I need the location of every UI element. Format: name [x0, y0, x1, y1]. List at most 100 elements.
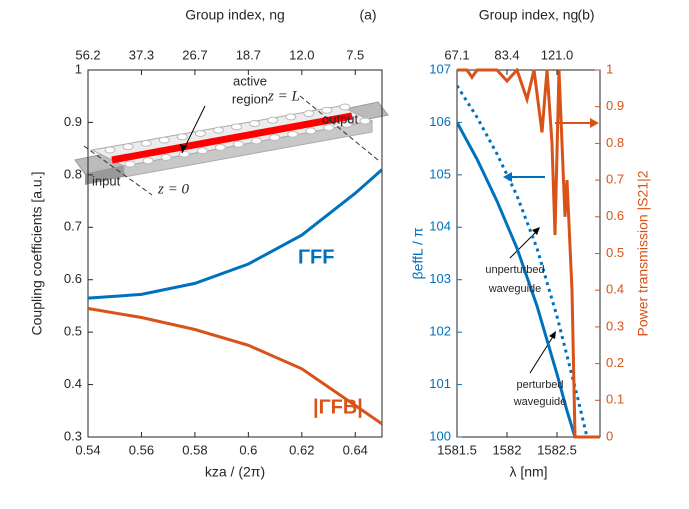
y-tick-label: 100 — [429, 428, 451, 443]
series-label: ΓFF — [298, 246, 334, 268]
hole — [321, 106, 333, 114]
annotation: z = L — [267, 88, 300, 104]
annotation: perturbed — [516, 379, 563, 391]
hole — [214, 143, 226, 151]
hole — [231, 123, 243, 131]
y2-tick-label: 0.5 — [606, 245, 624, 260]
series-line — [88, 307, 382, 426]
hole — [178, 150, 190, 158]
x-tick-label: 0.64 — [343, 442, 368, 457]
y2-tick-label: 0.6 — [606, 208, 624, 223]
x2-tick-label: 56.2 — [75, 47, 100, 62]
y2-tick-label: 0.3 — [606, 318, 624, 333]
x2-tick-label: 18.7 — [236, 47, 261, 62]
x2-tick-label: 67.1 — [444, 47, 469, 62]
y-tick-label: 0.9 — [64, 114, 82, 129]
y-tick-label: 104 — [429, 219, 451, 234]
hole — [124, 160, 136, 168]
y2-axis-label: Power transmission |S21|2 — [635, 170, 651, 336]
hole — [158, 136, 170, 144]
y2-tick-label: 0.9 — [606, 98, 624, 113]
y2-tick-label: 0.2 — [606, 355, 624, 370]
annotation: region — [232, 91, 268, 106]
series-line — [88, 168, 382, 300]
hole — [196, 147, 208, 155]
panel-label: (b) — [577, 7, 594, 23]
y-tick-label: 0.5 — [64, 324, 82, 339]
series-line — [457, 84, 589, 438]
hole — [194, 129, 206, 137]
y-tick-label: 101 — [429, 376, 451, 391]
y-tick-label: 0.8 — [64, 166, 82, 181]
hole — [341, 120, 353, 128]
hole — [176, 133, 188, 141]
y2-tick-label: 0 — [606, 428, 613, 443]
panel-label: (a) — [359, 7, 376, 23]
hole — [339, 103, 351, 111]
x-tick-label: 1581.5 — [437, 442, 477, 457]
arrows — [503, 118, 599, 374]
y2-tick-label: 0.1 — [606, 392, 624, 407]
x2-tick-label: 37.3 — [129, 47, 154, 62]
x2-axis-label: Group index, ng — [479, 7, 579, 23]
x-tick-label: 0.62 — [289, 442, 314, 457]
y-axis-label: βeffL / π — [410, 227, 426, 279]
plot-frame — [87, 69, 383, 438]
x-tick-label: 1582 — [493, 442, 522, 457]
y-tick-label: 105 — [429, 166, 451, 181]
annotation: output — [322, 111, 359, 126]
x2-tick-label: 12.0 — [289, 47, 314, 62]
hole — [251, 137, 263, 145]
y-tick-label: 107 — [429, 61, 451, 76]
x-axis-label: λ [nm] — [509, 464, 547, 480]
x2-tick-label: 7.5 — [346, 47, 364, 62]
y2-tick-label: 0.4 — [606, 282, 624, 297]
hole — [212, 126, 224, 134]
x-tick-label: 1582.5 — [537, 442, 577, 457]
hole — [359, 117, 371, 125]
x-tick-label: 0.56 — [129, 442, 154, 457]
y-tick-label: 0.7 — [64, 219, 82, 234]
hole — [287, 130, 299, 138]
hole — [323, 124, 335, 132]
y-tick-label: 106 — [429, 114, 451, 129]
y2-tick-label: 0.8 — [606, 135, 624, 150]
y-tick-label: 0.4 — [64, 376, 82, 391]
hole — [232, 140, 244, 148]
y2-tick-label: 0.7 — [606, 172, 624, 187]
hole — [303, 110, 315, 118]
x-tick-label: 0.6 — [239, 442, 257, 457]
annotation: active — [233, 73, 267, 88]
hole — [142, 157, 154, 165]
annotation: z = 0 — [157, 181, 189, 197]
y-tick-label: 103 — [429, 271, 451, 286]
x2-tick-label: 121.0 — [541, 47, 574, 62]
y-tick-label: 1 — [75, 61, 82, 76]
hole — [305, 127, 317, 135]
annotation: unperturbed — [485, 264, 544, 276]
annotation: waveguide — [488, 283, 542, 295]
x-axis-label: kza / (2π) — [205, 464, 265, 480]
inset-waveguide — [74, 95, 389, 196]
annotation: input — [92, 173, 121, 188]
hole — [269, 134, 281, 142]
hole — [104, 146, 116, 154]
hole — [285, 113, 297, 121]
x2-axis-label: Group index, ng — [185, 7, 285, 23]
hole — [122, 143, 134, 151]
hole — [160, 153, 172, 161]
series-line — [457, 121, 577, 438]
x2-tick-label: 83.4 — [494, 47, 519, 62]
y-tick-label: 0.6 — [64, 271, 82, 286]
x2-tick-label: 26.7 — [182, 47, 207, 62]
y2-tick-label: 1 — [606, 61, 613, 76]
y-tick-label: 0.3 — [64, 428, 82, 443]
y-axis-label: Coupling coefficients [a.u.] — [29, 172, 45, 336]
annotation: waveguide — [513, 396, 567, 408]
x-tick-label: 0.58 — [182, 442, 207, 457]
hole — [140, 139, 152, 147]
series-label: |ΓFB| — [313, 396, 363, 418]
x-tick-label: 0.54 — [75, 442, 100, 457]
series-line — [457, 68, 600, 439]
